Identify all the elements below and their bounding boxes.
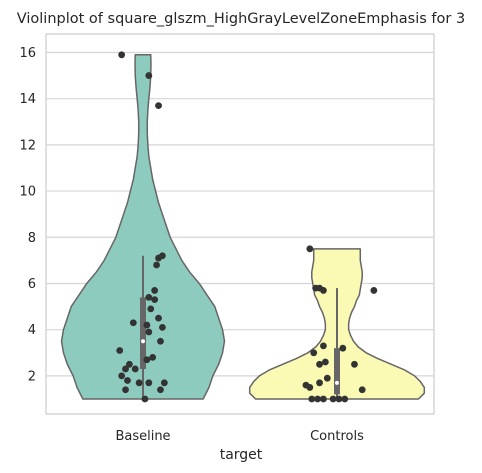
data-point-baseline-1 <box>145 72 152 79</box>
data-point-baseline-9 <box>147 305 154 312</box>
data-point-baseline-28 <box>157 386 164 393</box>
data-point-controls-6 <box>310 349 317 356</box>
data-point-controls-14 <box>306 384 313 391</box>
y-tick-label-2: 2 <box>28 369 36 384</box>
y-tick-label-4: 4 <box>28 323 36 338</box>
data-point-controls-19 <box>330 396 337 403</box>
median-marker-baseline <box>141 339 145 343</box>
data-point-baseline-25 <box>145 379 152 386</box>
y-tick-label-14: 14 <box>19 92 36 107</box>
data-point-baseline-7 <box>145 294 152 301</box>
data-point-controls-20 <box>336 396 343 403</box>
chart-title: Violinplot of square_glszm_HighGrayLevel… <box>17 11 465 27</box>
y-tick-label-6: 6 <box>28 277 36 292</box>
data-point-controls-2 <box>320 287 327 294</box>
data-point-baseline-8 <box>151 296 158 303</box>
data-point-controls-9 <box>316 361 323 368</box>
data-point-baseline-12 <box>143 322 150 329</box>
data-point-controls-5 <box>320 342 327 349</box>
data-point-baseline-16 <box>116 347 123 354</box>
data-point-controls-15 <box>359 386 366 393</box>
y-tick-label-16: 16 <box>19 46 36 61</box>
data-point-baseline-2 <box>155 102 162 109</box>
x-axis-ticks: Baseline Controls <box>115 429 364 444</box>
data-point-baseline-18 <box>143 356 150 363</box>
data-point-baseline-27 <box>122 386 129 393</box>
data-point-controls-17 <box>314 396 321 403</box>
data-point-baseline-10 <box>155 315 162 322</box>
data-point-baseline-14 <box>145 329 152 336</box>
data-point-baseline-5 <box>153 262 160 269</box>
data-point-baseline-11 <box>130 319 137 326</box>
data-point-controls-12 <box>316 379 323 386</box>
x-tick-label-baseline: Baseline <box>115 429 170 444</box>
data-point-baseline-24 <box>136 379 143 386</box>
data-point-controls-21 <box>341 396 348 403</box>
data-point-baseline-13 <box>159 324 166 331</box>
iqr-box-controls <box>334 348 340 394</box>
data-point-baseline-17 <box>149 354 156 361</box>
data-point-baseline-4 <box>155 255 162 262</box>
median-marker-controls <box>335 381 339 385</box>
x-axis-title: target <box>220 447 263 463</box>
y-axis-ticks: 2 4 6 8 10 12 14 16 <box>19 46 36 384</box>
x-tick-label-controls: Controls <box>310 429 364 444</box>
y-tick-label-12: 12 <box>19 138 36 153</box>
data-point-controls-18 <box>320 396 327 403</box>
data-point-baseline-20 <box>122 366 129 373</box>
data-point-controls-16 <box>308 396 315 403</box>
data-point-baseline-21 <box>132 366 139 373</box>
data-point-baseline-15 <box>157 338 164 345</box>
data-point-baseline-29 <box>142 396 149 403</box>
data-point-baseline-0 <box>118 51 125 58</box>
data-point-baseline-22 <box>118 372 125 379</box>
data-point-baseline-26 <box>161 379 168 386</box>
data-point-controls-7 <box>339 345 346 352</box>
data-point-baseline-6 <box>151 287 158 294</box>
data-point-controls-11 <box>324 375 331 382</box>
data-point-controls-4 <box>370 287 377 294</box>
y-tick-label-8: 8 <box>28 231 36 246</box>
data-point-controls-8 <box>322 359 329 366</box>
data-point-controls-0 <box>306 245 313 252</box>
data-point-controls-3 <box>312 285 319 292</box>
data-point-controls-10 <box>351 361 358 368</box>
data-point-baseline-23 <box>124 377 131 384</box>
y-tick-label-10: 10 <box>19 185 36 200</box>
